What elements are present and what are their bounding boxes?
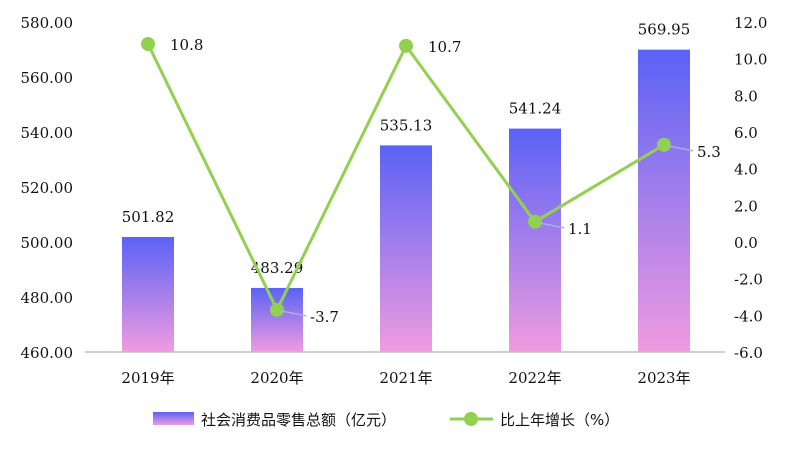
legend-bar-label: 社会消费品零售总额（亿元） bbox=[201, 411, 396, 429]
bar bbox=[509, 128, 561, 352]
bar-data-label: 541.24 bbox=[509, 100, 562, 118]
line-data-label: 5.3 bbox=[697, 143, 721, 161]
legend-bar-swatch bbox=[153, 412, 194, 425]
left-tick-label: 500.00 bbox=[21, 234, 74, 252]
left-tick-label: 560.00 bbox=[21, 69, 74, 87]
line-data-label: 10.7 bbox=[428, 38, 461, 56]
label-leader-line bbox=[667, 145, 694, 152]
line-data-label: -3.7 bbox=[310, 308, 339, 326]
x-tick-label: 2019年 bbox=[121, 369, 174, 387]
right-tick-label: 2.0 bbox=[734, 197, 758, 215]
line-marker bbox=[528, 214, 542, 229]
line-marker bbox=[141, 37, 155, 51]
right-tick-label: 6.0 bbox=[734, 124, 758, 142]
legend: 社会消费品零售总额（亿元） 比上年增长（%） bbox=[153, 411, 619, 429]
line-data-label: 10.8 bbox=[170, 36, 203, 54]
x-tick-label: 2022年 bbox=[508, 369, 561, 387]
bar bbox=[638, 49, 690, 352]
line-marker bbox=[399, 38, 413, 53]
left-tick-label: 580.00 bbox=[21, 14, 74, 32]
right-tick-label: 10.0 bbox=[734, 51, 767, 69]
legend-line-marker bbox=[464, 412, 478, 426]
x-tick-label: 2023年 bbox=[637, 369, 690, 387]
label-leader-line bbox=[280, 310, 307, 317]
right-tick-label: 8.0 bbox=[734, 87, 758, 105]
bar-data-label: 535.13 bbox=[380, 116, 433, 134]
bar-data-label: 483.29 bbox=[251, 259, 304, 277]
line-marker bbox=[270, 302, 284, 317]
legend-line-label: 比上年增长（%） bbox=[500, 411, 619, 429]
bar bbox=[122, 236, 174, 352]
bar bbox=[380, 145, 432, 352]
right-tick-label: 12.0 bbox=[734, 14, 767, 32]
bar-data-label: 569.95 bbox=[638, 21, 691, 39]
line-data-label: 1.1 bbox=[568, 220, 592, 238]
right-tick-label: -2.0 bbox=[734, 271, 763, 289]
left-tick-label: 540.00 bbox=[21, 124, 74, 142]
right-tick-label: -4.0 bbox=[734, 307, 763, 325]
left-tick-label: 480.00 bbox=[21, 289, 74, 307]
left-tick-label: 520.00 bbox=[21, 179, 74, 197]
right-tick-label: 0.0 bbox=[734, 234, 758, 252]
left-tick-label: 460.00 bbox=[21, 344, 74, 362]
bar bbox=[251, 287, 303, 352]
right-tick-label: -6.0 bbox=[734, 344, 763, 362]
bar-data-label: 501.82 bbox=[122, 208, 175, 226]
x-tick-label: 2021年 bbox=[379, 369, 432, 387]
x-tick-label: 2020年 bbox=[250, 369, 303, 387]
label-leader-line bbox=[538, 222, 565, 229]
line-marker bbox=[657, 137, 671, 152]
right-tick-label: 4.0 bbox=[734, 161, 758, 179]
